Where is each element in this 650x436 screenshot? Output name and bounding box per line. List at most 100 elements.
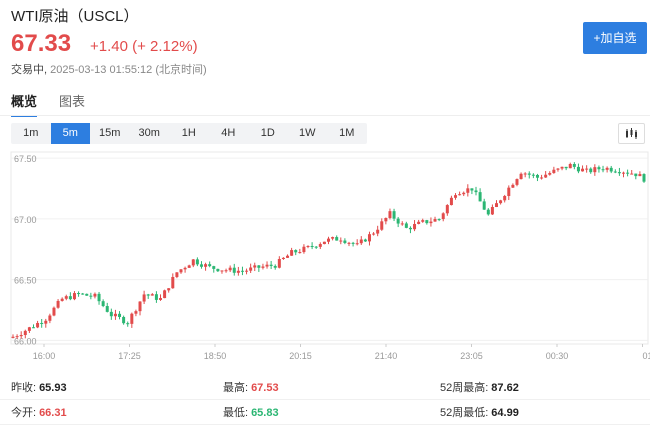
- candle-body: [380, 221, 384, 230]
- candle-body: [253, 265, 257, 268]
- candle-body: [417, 221, 421, 224]
- stat-label: 昨收:: [11, 382, 37, 394]
- candle-body: [40, 322, 44, 324]
- candle-body: [355, 243, 359, 245]
- candle-body: [499, 200, 503, 204]
- stat-open: 今开: 66.31: [0, 404, 216, 420]
- tab-overview[interactable]: 概览: [11, 91, 38, 117]
- stats-row: 今开: 66.31 最低: 65.83 52周最低: 64.99: [0, 400, 650, 425]
- add-watchlist-button[interactable]: +加自选: [583, 22, 647, 54]
- candle-body: [638, 174, 642, 177]
- stats-row: 昨收: 65.93 最高: 67.53 52周最高: 87.62: [0, 375, 650, 400]
- candle-body: [89, 295, 93, 297]
- candle-body: [564, 166, 568, 169]
- candle-body: [593, 167, 597, 173]
- candle-body: [581, 168, 585, 172]
- candle-body: [56, 300, 60, 308]
- candle-body: [72, 293, 76, 300]
- candle-body: [335, 237, 339, 241]
- period-1d[interactable]: 1D: [260, 127, 275, 139]
- candle-body: [576, 166, 580, 172]
- candle-body: [384, 218, 388, 222]
- candle-body: [183, 267, 187, 270]
- candle-body: [286, 255, 290, 258]
- candle-body: [376, 229, 380, 234]
- period-4h[interactable]: 4H: [221, 127, 236, 139]
- stat-label: 最高:: [223, 382, 249, 394]
- tabs-divider: [0, 115, 650, 116]
- candle-body: [171, 276, 175, 289]
- candle-body: [302, 246, 306, 253]
- candle-body: [15, 336, 19, 338]
- tab-chart[interactable]: 图表: [59, 94, 86, 109]
- y-tick-label: 66.50: [14, 276, 37, 286]
- stat-value: 65.93: [39, 382, 67, 394]
- period-5m[interactable]: 5m: [50, 123, 90, 144]
- candle-body: [482, 201, 486, 210]
- candle-body: [257, 265, 261, 268]
- candle-body: [122, 316, 126, 324]
- candle-body: [249, 267, 253, 271]
- candle-body: [589, 168, 593, 173]
- candle-body: [109, 311, 113, 317]
- period-1mo[interactable]: 1M: [339, 127, 355, 139]
- stat-label: 今开:: [11, 407, 37, 419]
- candle-body: [31, 327, 35, 329]
- candle-body: [240, 270, 244, 272]
- candle-body: [314, 246, 318, 248]
- candle-body: [527, 173, 531, 175]
- candle-body: [486, 209, 490, 215]
- candle-body: [93, 293, 97, 297]
- x-tick-label: 21:40: [375, 351, 398, 361]
- candle-body: [363, 239, 367, 242]
- candle-body: [142, 294, 146, 302]
- candle-body: [224, 270, 228, 272]
- candle-body: [572, 164, 576, 167]
- candle-body: [191, 259, 195, 266]
- candle-body: [552, 169, 556, 173]
- candle-body: [36, 322, 40, 328]
- candle-body: [310, 245, 314, 247]
- status-label: 交易中,: [11, 64, 48, 76]
- candle-body: [609, 167, 613, 172]
- chart-type-button[interactable]: [618, 123, 645, 144]
- x-tick-label: 00:30: [546, 351, 569, 361]
- period-1h[interactable]: 1H: [181, 127, 196, 139]
- candle-body: [556, 168, 560, 170]
- candle-body: [503, 196, 507, 201]
- x-tick-label: 16:00: [33, 351, 56, 361]
- timestamp: 2025-03-13 01:55:12 (北京时间): [50, 64, 207, 76]
- candle-body: [277, 258, 281, 268]
- candle-body: [544, 174, 548, 178]
- candle-body: [27, 327, 31, 331]
- candle-body: [269, 264, 273, 266]
- price-chart[interactable]: 67.50 67.00 66.50 66.00 16:00 17:25 18:50 20:15…: [0, 148, 650, 374]
- candle-body: [404, 223, 408, 228]
- period-1m[interactable]: 1m: [23, 127, 39, 139]
- candle-body: [507, 187, 511, 197]
- candle-body: [179, 269, 183, 273]
- candle-body: [236, 270, 240, 273]
- candle-body: [60, 298, 64, 301]
- stat-low: 最低: 65.83: [216, 404, 430, 420]
- candle-body: [48, 315, 52, 321]
- candle-body: [339, 240, 343, 242]
- period-30m[interactable]: 30m: [138, 127, 160, 139]
- candle-body: [195, 259, 199, 265]
- stat-prev-close: 昨收: 65.93: [0, 379, 216, 395]
- candle-body: [23, 330, 27, 336]
- stat-label: 52周最高:: [440, 382, 489, 394]
- period-1w[interactable]: 1W: [299, 127, 316, 139]
- candle-body: [425, 220, 429, 224]
- candle-body: [52, 307, 56, 316]
- candle-body: [490, 206, 494, 215]
- stat-value: 65.83: [251, 407, 279, 419]
- stat-value: 87.62: [491, 382, 519, 394]
- candle-body: [327, 238, 330, 242]
- candle-body: [642, 174, 646, 182]
- candle-body: [622, 172, 626, 174]
- candle-body: [175, 272, 179, 277]
- candle-body: [601, 169, 605, 171]
- candle-body: [478, 192, 482, 202]
- period-15m[interactable]: 15m: [99, 127, 121, 139]
